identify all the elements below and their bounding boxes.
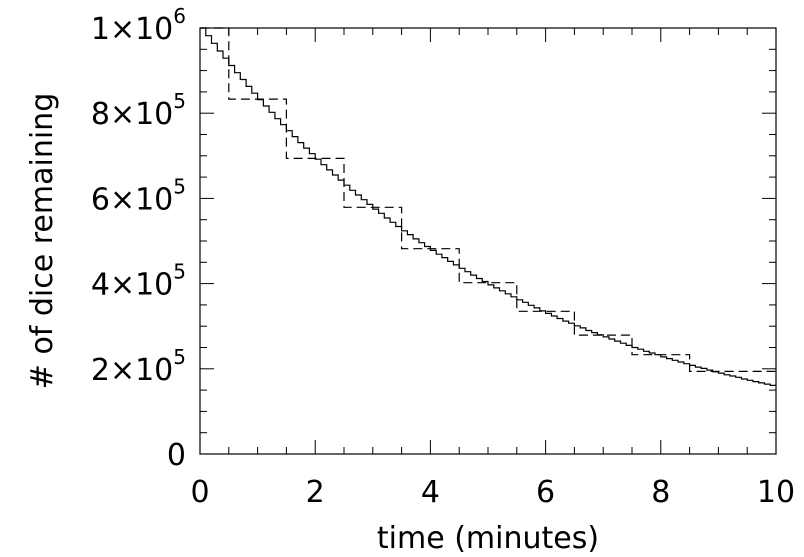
x-tick-label: 4 — [421, 475, 440, 510]
plot-frame — [199, 27, 777, 455]
y-tick-label: 2×105 — [91, 345, 186, 388]
series-solid-line — [200, 27, 776, 386]
x-tick-labels: 0 2 4 6 8 10 — [190, 475, 795, 510]
y-tick-label: 1×106 — [91, 4, 186, 47]
y-tick-label: 6×105 — [91, 174, 186, 217]
x-tick-label: 6 — [536, 475, 555, 510]
x-tick-label: 2 — [306, 475, 325, 510]
y-tick-label: 0 — [167, 438, 186, 473]
x-tick-label: 0 — [190, 475, 209, 510]
y-tick-label: 4×105 — [91, 260, 186, 303]
y-tick-labels: 0 2×105 4×105 6×105 8×105 1×106 — [91, 4, 186, 473]
series-group — [200, 27, 776, 386]
x-tick-label: 8 — [651, 475, 670, 510]
y-axis-title: # of dice remaining — [25, 93, 60, 389]
axis-ticks — [199, 27, 777, 455]
y-tick-label: 8×105 — [91, 89, 186, 132]
x-tick-label: 10 — [757, 475, 795, 510]
series-dashed-line — [200, 27, 776, 372]
x-axis-title: time (minutes) — [377, 521, 599, 556]
